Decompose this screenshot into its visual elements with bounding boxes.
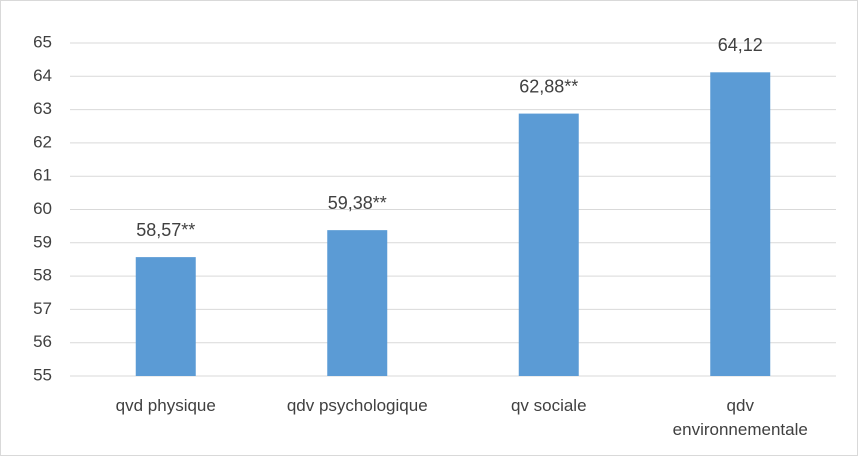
data-label: 64,12 <box>718 35 763 55</box>
y-tick-label: 58 <box>33 266 52 285</box>
bar <box>327 230 388 376</box>
data-label: 62,88** <box>519 76 578 96</box>
x-tick-label: qv sociale <box>510 396 587 415</box>
data-label: 58,57** <box>136 220 195 240</box>
bar <box>518 113 579 376</box>
y-tick-label: 65 <box>33 32 52 51</box>
data-label: 59,38** <box>328 193 387 213</box>
x-tick-label: qdv psychologique <box>286 396 428 415</box>
y-tick-label: 61 <box>33 166 52 185</box>
bar <box>710 72 771 376</box>
y-tick-label: 56 <box>33 332 52 351</box>
bar <box>135 257 196 376</box>
y-tick-label: 63 <box>33 99 52 118</box>
y-tick-label: 55 <box>33 365 52 384</box>
x-tick-label: qdv environnementale <box>672 396 808 439</box>
x-tick-label: qvd physique <box>115 396 216 415</box>
y-tick-label: 64 <box>33 66 52 85</box>
y-tick-label: 60 <box>33 199 52 218</box>
y-tick-label: 57 <box>33 299 52 318</box>
y-tick-label: 62 <box>33 132 52 151</box>
y-tick-label: 59 <box>33 232 52 251</box>
